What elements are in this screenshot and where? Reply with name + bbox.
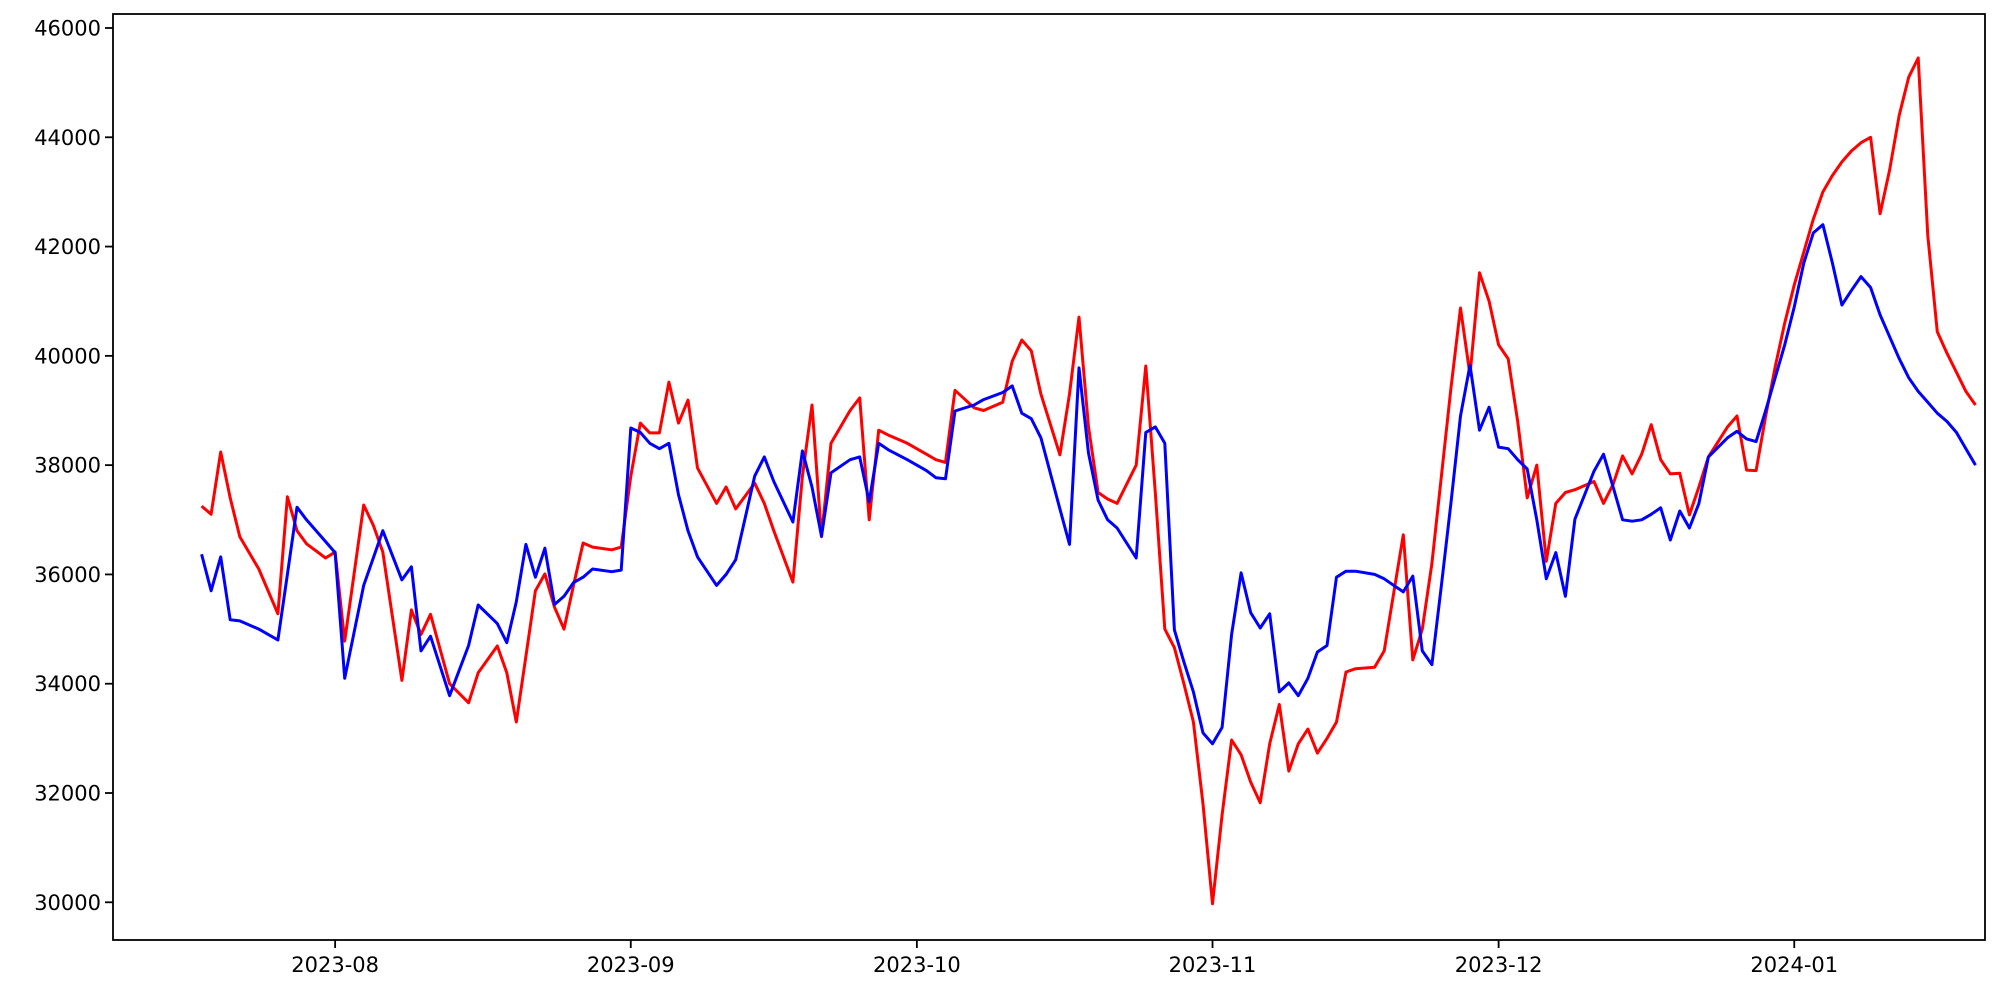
- y-tick-label: 36000: [34, 563, 101, 587]
- x-tick-label: 2023-11: [1169, 953, 1257, 977]
- x-tick-label: 2023-12: [1455, 953, 1543, 977]
- red-series-line: [200, 56, 1977, 906]
- plot-area-border: [112, 13, 1986, 941]
- y-tick-label: 30000: [34, 891, 101, 915]
- y-tick-label: 38000: [34, 454, 101, 478]
- x-tick-label: 2024-01: [1750, 953, 1838, 977]
- y-tick-label: 46000: [34, 16, 101, 40]
- y-tick-label: 42000: [34, 235, 101, 259]
- y-tick-label: 44000: [34, 126, 101, 150]
- y-tick-label: 34000: [34, 672, 101, 696]
- x-tick-label: 2023-08: [291, 953, 379, 977]
- y-tick-label: 40000: [34, 344, 101, 368]
- blue-series-line: [200, 223, 1977, 746]
- x-tick-label: 2023-09: [587, 953, 675, 977]
- y-tick-label: 32000: [34, 782, 101, 806]
- x-tick-label: 2023-10: [873, 953, 961, 977]
